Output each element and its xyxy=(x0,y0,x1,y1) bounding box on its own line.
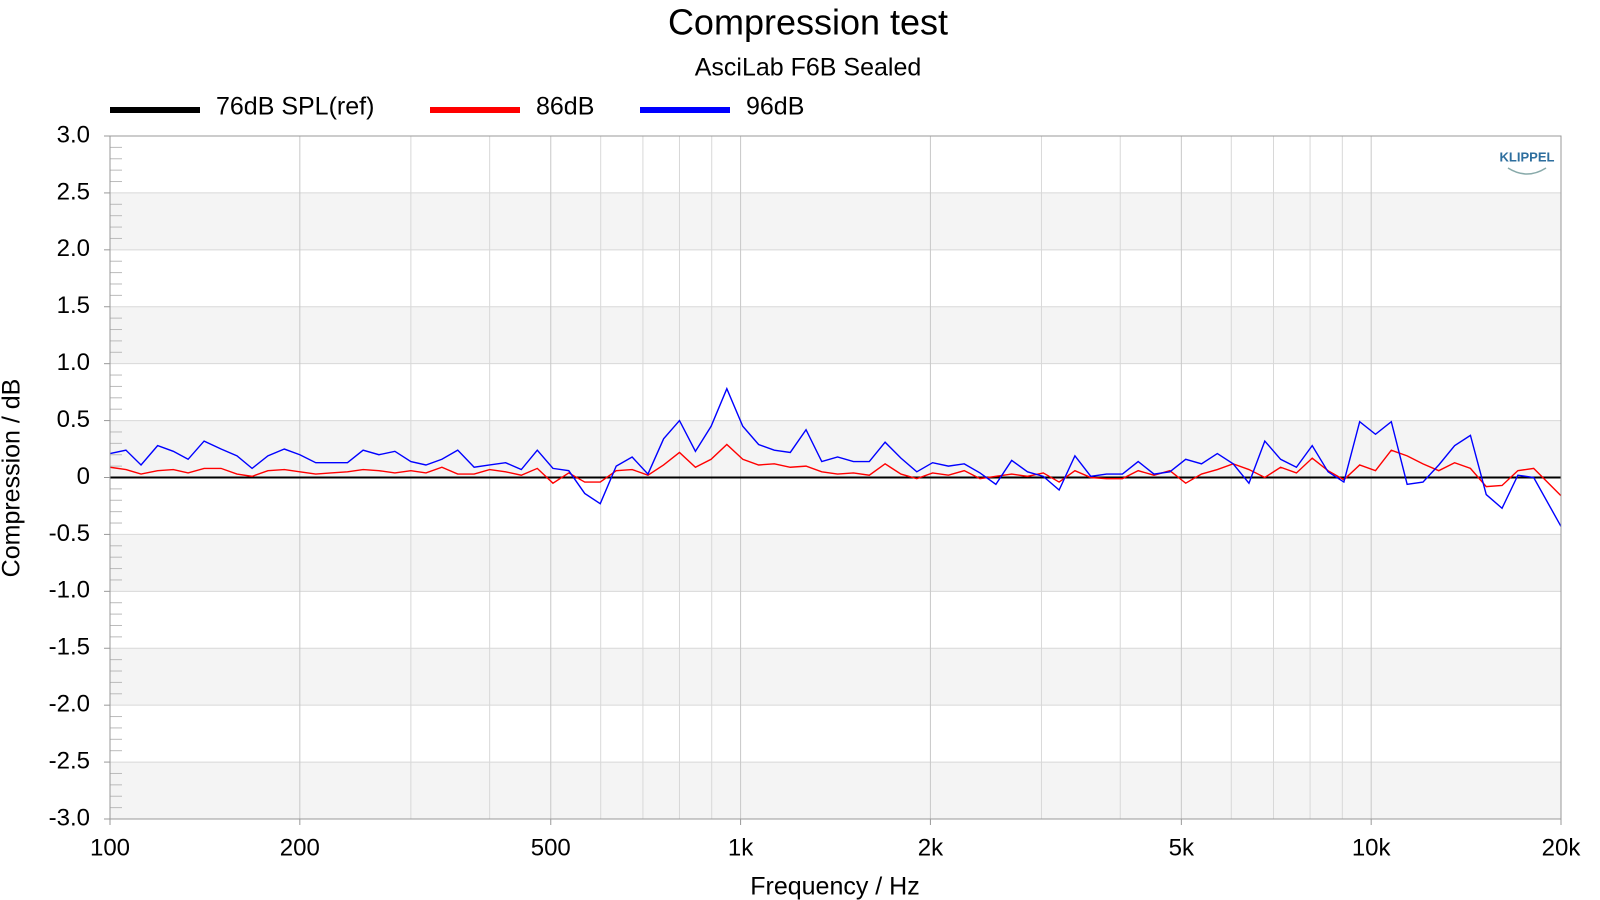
y-tick-label: -2.5 xyxy=(49,747,90,774)
x-tick-label: 100 xyxy=(90,834,130,861)
series-line xyxy=(109,443,1562,497)
x-axis-title: Frequency / Hz xyxy=(750,873,920,900)
y-tick-label: 1.5 xyxy=(57,292,90,319)
x-tick-label: 10k xyxy=(1352,834,1392,861)
x-tick-label: 1k xyxy=(728,834,754,861)
plot-frame xyxy=(109,135,1562,820)
y-tick-label: 0.5 xyxy=(57,406,90,433)
axes: 3.0 2.5 2.0 1.5 1.0 0.5 0 -0.5 -1.0 -1.5 -2.0 -2.5 -… xyxy=(49,121,1582,861)
chart-title: Compression test xyxy=(668,2,948,43)
plot-band xyxy=(110,306,1561,364)
y-tick-label: -3.0 xyxy=(49,804,90,831)
legend-label: 86dB xyxy=(536,93,594,121)
plot-band xyxy=(110,420,1561,478)
x-tick-label: 20k xyxy=(1542,834,1582,861)
x-tick-label: 500 xyxy=(531,834,571,861)
plot-band xyxy=(110,762,1561,819)
plot-band xyxy=(110,192,1561,250)
y-tick-label: -2.0 xyxy=(49,691,90,718)
x-tick-label: 5k xyxy=(1169,834,1195,861)
legend-label: 76dB SPL(ref) xyxy=(216,93,374,121)
chart-subtitle: AsciLab F6B Sealed xyxy=(695,54,922,82)
y-tick-label: -0.5 xyxy=(49,520,90,547)
y-tick-label: -1.0 xyxy=(49,577,90,604)
y-tick-label: 1.0 xyxy=(57,349,90,376)
x-tick-label: 2k xyxy=(918,834,944,861)
plot-lines xyxy=(109,386,1562,527)
plot-band xyxy=(110,534,1561,592)
y-tick-label: 2.5 xyxy=(57,178,90,205)
y-axis-title: Compression / dB xyxy=(0,379,26,578)
series-line xyxy=(109,386,1562,527)
logo: KLIPPEL xyxy=(1500,149,1555,164)
y-tick-label: 0 xyxy=(77,463,90,490)
y-tick-label: 2.0 xyxy=(57,235,90,262)
plot-band xyxy=(110,648,1561,706)
y-tick-label: -1.5 xyxy=(49,634,90,661)
logo-swoosh xyxy=(1507,167,1547,175)
y-tick-label: 3.0 xyxy=(57,121,90,148)
legend-label: 96dB xyxy=(746,93,804,121)
x-tick-label: 200 xyxy=(280,834,320,861)
